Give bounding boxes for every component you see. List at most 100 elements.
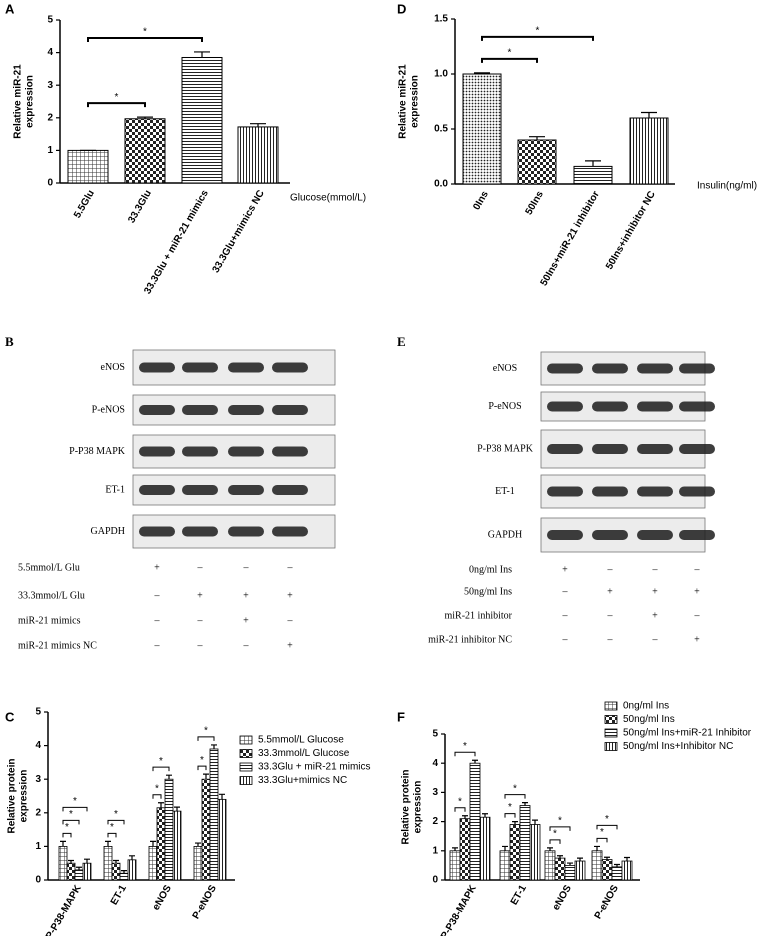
condition-mark: – xyxy=(287,562,294,573)
y-tick-label: 4 xyxy=(47,47,53,58)
error-bar xyxy=(482,813,488,818)
legend-swatch xyxy=(604,701,618,711)
panel-letter: E xyxy=(397,334,406,349)
condition-mark: – xyxy=(154,590,161,601)
condition-mark: + xyxy=(197,590,203,601)
y-axis-label: expression xyxy=(25,75,36,128)
blot-band xyxy=(637,530,673,540)
blot-band xyxy=(592,363,628,374)
y-axis-label: Relative miR-21 xyxy=(13,64,24,139)
panel-letter: C xyxy=(5,709,15,724)
error-bar xyxy=(512,821,518,825)
y-tick-label: 1.5 xyxy=(434,14,448,25)
error-bar xyxy=(614,863,620,867)
bar xyxy=(82,862,92,881)
error-bar xyxy=(121,869,127,874)
y-tick-label: 1 xyxy=(432,845,438,856)
panel-letter: F xyxy=(397,709,405,724)
condition-mark: – xyxy=(562,634,569,645)
x-axis-label: Glucose(mmol/L) xyxy=(290,193,366,204)
significance-label: * xyxy=(508,802,512,813)
y-tick-label: 0 xyxy=(432,875,438,886)
significance-bracket xyxy=(481,57,538,63)
chart-panel: D 0.0 0.5 1.0 1.5 Relative miR-21 expression 0I… xyxy=(397,1,757,288)
condition-mark: – xyxy=(243,562,250,573)
error-bar xyxy=(105,840,111,847)
legend-label: 33.3Glu+mimics NC xyxy=(258,775,347,786)
error-bar xyxy=(195,842,201,847)
condition-label: 0ng/ml Ins xyxy=(469,564,512,575)
y-tick-label: 0.0 xyxy=(434,179,448,190)
blot-band xyxy=(637,486,673,497)
legend-label: 0ng/ml Ins xyxy=(623,701,669,712)
error-bar xyxy=(113,859,119,864)
significance-bracket xyxy=(107,832,117,838)
blot-band xyxy=(228,362,264,373)
blot-band xyxy=(139,526,175,537)
x-tick-label: 50Ins xyxy=(524,189,547,217)
significance-label: * xyxy=(155,783,159,794)
x-tick-label: eNOS xyxy=(551,883,574,912)
y-tick-label: 5 xyxy=(35,707,41,718)
error-bar xyxy=(567,862,573,866)
blot-band xyxy=(637,444,673,454)
error-bar xyxy=(129,855,135,860)
significance-bracket xyxy=(152,794,162,799)
legend-label: 33.3mmol/L Glucose xyxy=(258,748,350,759)
bar xyxy=(621,860,633,881)
error-bar xyxy=(68,859,74,864)
y-tick-label: 2 xyxy=(432,816,438,827)
condition-mark: – xyxy=(154,615,161,626)
bar xyxy=(124,118,166,184)
condition-mark: + xyxy=(652,610,658,621)
blot-band xyxy=(139,362,175,373)
error-bar xyxy=(452,847,458,851)
bar xyxy=(611,866,623,881)
bar xyxy=(148,846,158,881)
blot-band xyxy=(182,405,218,415)
chart-panel: F 0 1 2 3 4 5 Relative protein expression P-P38-M… xyxy=(397,701,752,936)
legend-label: 33.3Glu + miR-21 mimics xyxy=(258,762,371,773)
bar xyxy=(529,824,541,881)
condition-mark: + xyxy=(287,590,293,601)
bar xyxy=(127,859,137,881)
significance-label: * xyxy=(513,783,517,794)
panel-letter: D xyxy=(397,1,406,16)
significance-bracket xyxy=(62,819,80,825)
error-bar xyxy=(557,855,563,859)
chart-panel: A 0 1 2 3 4 5 Relative miR-21 expression 5.5Glu 33… xyxy=(5,1,366,296)
bar xyxy=(66,862,76,881)
significance-bracket xyxy=(596,824,618,830)
blot-band xyxy=(272,526,308,537)
y-tick-label: 3 xyxy=(432,787,438,798)
x-tick-label: eNOS xyxy=(151,883,174,912)
x-tick-label: P-P38-MAPK xyxy=(439,883,479,936)
y-tick-label: 2 xyxy=(47,112,53,123)
blot-band xyxy=(272,405,308,415)
blot-band xyxy=(139,405,175,415)
significance-bracket xyxy=(62,806,88,812)
condition-mark: + xyxy=(562,564,568,575)
significance-label: * xyxy=(508,48,512,59)
significance-label: * xyxy=(143,27,147,38)
condition-mark: – xyxy=(287,615,294,626)
panel-letter: A xyxy=(5,1,15,16)
y-axis-label: Relative protein xyxy=(401,769,412,844)
legend-label: 5.5mmol/L Glucose xyxy=(258,735,344,746)
bar xyxy=(629,117,669,185)
significance-label: * xyxy=(73,796,77,807)
legend-swatch xyxy=(239,776,253,785)
condition-mark: – xyxy=(197,640,204,651)
x-tick-label: 50Ins+inhibitor NC xyxy=(604,189,658,271)
blot-band xyxy=(592,444,628,454)
bar xyxy=(573,165,613,185)
bar xyxy=(58,846,68,881)
y-tick-label: 3 xyxy=(35,774,41,785)
bar xyxy=(449,850,461,881)
y-axis-label: expression xyxy=(19,770,30,823)
bar xyxy=(554,857,566,881)
legend-swatch xyxy=(239,735,253,745)
bar xyxy=(217,798,227,881)
